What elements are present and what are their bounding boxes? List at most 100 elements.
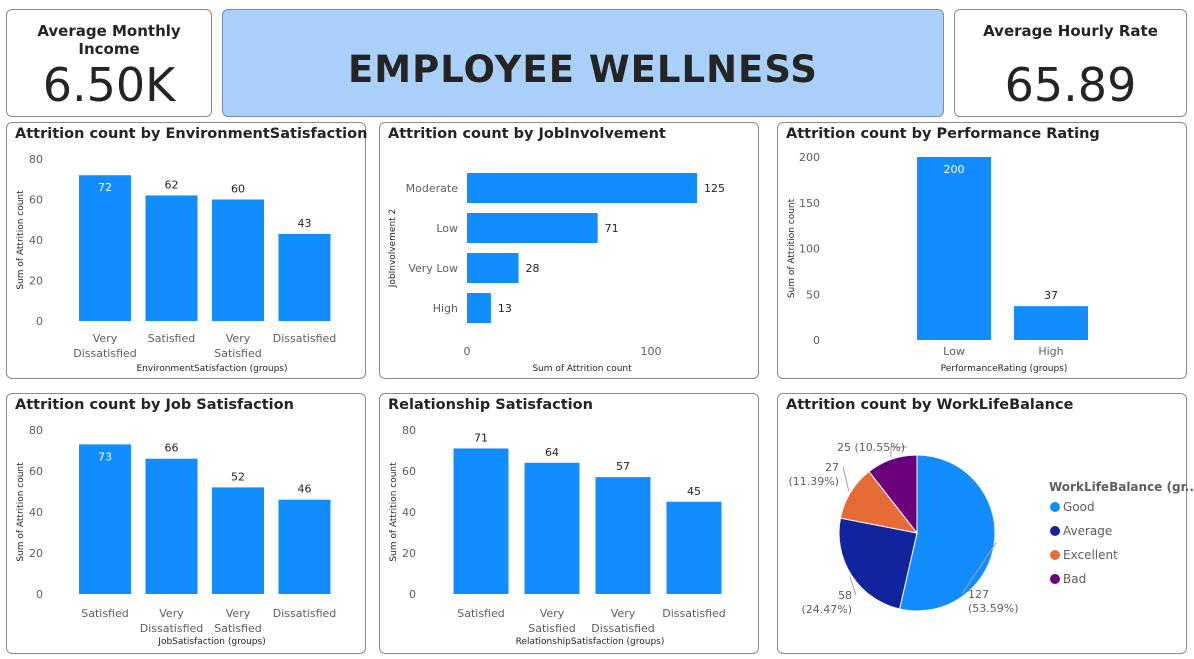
data-label: (11.39%): [788, 475, 839, 488]
data-label: 27: [825, 461, 839, 474]
data-label: 71: [474, 431, 488, 444]
legend-entry: Average: [1063, 524, 1112, 538]
x-axis-label: Sum of Attrition count: [532, 364, 632, 374]
y-axis-label: Sum of Attrition count: [787, 198, 797, 298]
bar: [467, 173, 697, 203]
x-axis-label: PerformanceRating (groups): [941, 364, 1068, 374]
y-axis-label: Sum of Attrition count: [389, 462, 399, 562]
y-tick-label: 80: [29, 424, 43, 437]
leader-line: [849, 576, 857, 596]
bar: [524, 462, 580, 594]
data-label: 45: [687, 485, 701, 498]
data-label: 73: [98, 450, 112, 463]
bar: [453, 448, 509, 594]
bar: [79, 444, 131, 594]
legend-title: WorkLifeBalance (gr...: [1049, 480, 1194, 494]
bar: [666, 501, 722, 594]
y-tick-label: 40: [29, 234, 43, 247]
y-tick-label: 60: [29, 194, 43, 207]
kpi-value: 65.89: [1004, 58, 1137, 112]
x-tick-label: 0: [464, 345, 471, 358]
bar: [1014, 306, 1088, 340]
chart-title: Attrition count by EnvironmentSatisfacti…: [15, 126, 368, 142]
x-tick-label: Satisfied: [528, 622, 576, 635]
data-label: 13: [498, 302, 512, 315]
bar-chart: 0 20 40 60 80 Sum of Attrition count 71 Satisfi…: [389, 424, 726, 647]
dashboard-title-banner: EMPLOYEE WELLNESS: [222, 9, 944, 117]
horizontal-bar-chart: Moderate 125 Low 71 Very Low 28 High 13 0 100 Sum …: [388, 173, 725, 374]
x-tick-label: Dissatisfied: [140, 622, 204, 635]
y-tick-label: 50: [806, 288, 820, 301]
x-tick-label: Satisfied: [457, 607, 505, 620]
x-tick-label: 100: [641, 345, 662, 358]
y-tick-label: 20: [402, 547, 416, 560]
x-tick-label: Satisfied: [148, 332, 196, 345]
chart-card-environment-satisfaction[interactable]: Attrition count by EnvironmentSatisfacti…: [6, 122, 368, 379]
x-axis-label: EnvironmentSatisfaction (groups): [137, 364, 288, 374]
chart-title: Attrition count by Job Satisfaction: [15, 397, 294, 413]
data-label: 125: [704, 182, 725, 195]
data-label: 58: [838, 589, 852, 602]
chart-title: Attrition count by JobInvolvement: [388, 126, 666, 142]
legend-entry: Excellent: [1063, 548, 1118, 562]
pie-slice: [868, 454, 918, 535]
bar: [145, 458, 198, 594]
leader-line: [842, 466, 850, 492]
x-tick-label: High: [1038, 345, 1063, 358]
chart-title: Relationship Satisfaction: [388, 397, 593, 413]
chart-card-job-involvement[interactable]: Attrition count by JobInvolvement Modera…: [379, 122, 759, 379]
y-tick-label: High: [433, 302, 458, 315]
y-tick-label: 100: [799, 243, 820, 256]
legend-entry: Good: [1063, 500, 1095, 514]
chart-title: Attrition count by WorkLifeBalance: [786, 397, 1074, 413]
x-tick-label: Dissatisfied: [662, 607, 726, 620]
bar: [278, 499, 331, 594]
y-tick-label: 200: [799, 151, 820, 164]
bar-chart: 0 20 40 60 80 Sum of Attrition count 73 Satisfi…: [16, 424, 336, 647]
kpi-card-hourly-rate: Average Hourly Rate 65.89: [954, 9, 1187, 117]
kpi-title: Average Hourly Rate: [983, 22, 1158, 40]
x-tick-label: Low: [943, 345, 965, 358]
y-tick-label: 0: [36, 588, 43, 601]
data-label: 62: [165, 178, 179, 191]
bar: [278, 233, 331, 321]
x-tick-label: Very: [93, 332, 118, 345]
pie-chart: 127(53.59%) 58(24.47%) 27(11.39%) 25 (10.55…: [788, 441, 1194, 616]
data-label: 57: [616, 460, 630, 473]
legend-entry: Bad: [1063, 572, 1086, 586]
y-tick-label: 60: [402, 465, 416, 478]
x-tick-label: Dissatisfied: [591, 622, 655, 635]
chart-card-job-satisfaction[interactable]: Attrition count by Job Satisfaction 0 20 4…: [6, 393, 366, 654]
kpi-value: 6.50K: [42, 58, 176, 112]
x-axis-label: JobSatisfaction (groups): [157, 637, 265, 647]
kpi-title: Average Monthly Income: [37, 22, 181, 58]
data-label: 66: [165, 442, 179, 455]
y-tick-label: 0: [36, 315, 43, 328]
y-tick-label: Very Low: [408, 262, 458, 275]
chart-card-work-life-balance[interactable]: Attrition count by WorkLifeBalance 127 (5…: [777, 393, 1194, 654]
data-label: 64: [545, 446, 559, 459]
y-tick-label: Moderate: [406, 182, 459, 195]
data-label: 43: [298, 217, 312, 230]
y-tick-label: Low: [436, 222, 458, 235]
y-axis-label: Sum of Attrition count: [16, 190, 26, 290]
y-tick-label: 20: [29, 275, 43, 288]
y-tick-label: 40: [29, 506, 43, 519]
data-label: 200: [944, 163, 965, 176]
y-tick-label: 80: [402, 424, 416, 437]
data-label: (24.47%): [801, 603, 852, 616]
data-label: 60: [231, 183, 245, 196]
chart-card-relationship-satisfaction[interactable]: Relationship Satisfaction 0 20 40 60 80 Sum o…: [379, 393, 759, 654]
x-tick-label: Very: [226, 332, 251, 345]
y-axis-label: Sum of Attrition count: [16, 462, 26, 562]
x-tick-label: Satisfied: [214, 347, 262, 360]
bar: [595, 477, 651, 594]
x-tick-label: Very: [226, 607, 251, 620]
data-label: 46: [298, 483, 312, 496]
y-tick-label: 60: [29, 465, 43, 478]
leader-line: [890, 446, 907, 458]
legend-marker: [1050, 574, 1060, 584]
chart-card-performance-rating[interactable]: Attrition count by Performance Rating 0 5…: [777, 122, 1187, 379]
kpi-card-monthly-income: Average Monthly Income 6.50K: [6, 9, 212, 117]
data-label: 37: [1044, 289, 1058, 302]
